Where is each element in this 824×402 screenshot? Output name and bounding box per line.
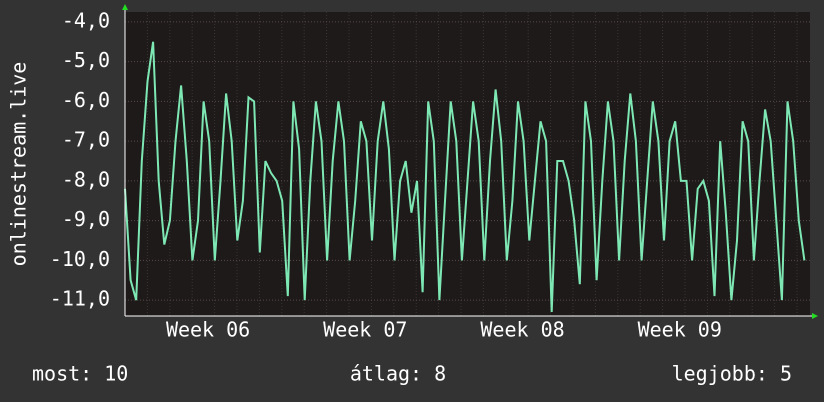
stat-text: most: 10 [32, 362, 128, 386]
y-tick-label: -7,0 [62, 128, 110, 152]
y-tick-label: -4,0 [62, 8, 110, 32]
data-line [124, 41, 806, 313]
arrow [122, 4, 128, 10]
y-tick-label: -6,0 [62, 88, 110, 112]
arrow [812, 313, 818, 319]
x-tick-label: Week 06 [166, 318, 250, 342]
plot-area [125, 12, 810, 316]
y-tick-label: -8,0 [62, 167, 110, 191]
y-tick-label: -5,0 [62, 48, 110, 72]
x-tick-label: Week 07 [323, 318, 407, 342]
x-tick-label: Week 08 [480, 318, 564, 342]
y-tick-label: -9,0 [62, 207, 110, 231]
y-tick-label: -10,0 [50, 247, 110, 271]
x-tick-label: Week 09 [638, 318, 722, 342]
y-axis-label: onlinestream.live [7, 62, 31, 267]
y-tick-label: -11,0 [50, 287, 110, 311]
stat-text: legjobb: 5 [672, 362, 792, 386]
stat-text: átlag: 8 [350, 362, 446, 386]
